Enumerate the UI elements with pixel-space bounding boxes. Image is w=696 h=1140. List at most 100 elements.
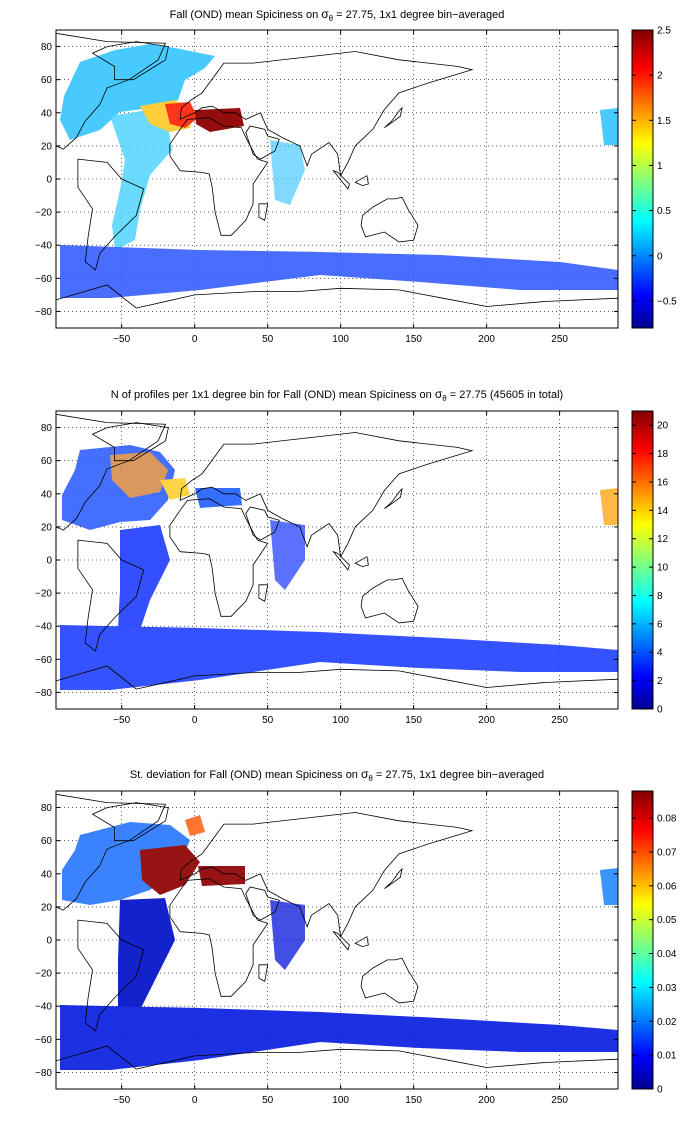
map-area: [56, 791, 618, 1089]
coastline: [245, 125, 280, 160]
coastline: [360, 577, 419, 624]
colorbar-tick-label: 1: [657, 161, 663, 172]
colorbar-tick-label: 2.5: [657, 26, 671, 37]
colorbar-tick-label: 10: [657, 563, 669, 574]
coastline: [354, 556, 369, 568]
coastline: [56, 413, 167, 531]
x-tick-label: 200: [478, 1095, 495, 1106]
x-tick-label: 100: [332, 1095, 349, 1106]
colorbar-tick-label: 0.5: [657, 206, 671, 217]
coastline: [360, 196, 419, 243]
coastline: [258, 203, 269, 222]
coastline: [384, 867, 403, 890]
coastline: [354, 175, 369, 187]
coastline: [77, 158, 145, 271]
colorbar-tick-label: 14: [657, 506, 669, 517]
colorbar-tick-label: 0: [657, 251, 663, 262]
colorbar-tick-label: 1.5: [657, 116, 671, 127]
x-tick-label: 100: [332, 715, 349, 726]
colorbar: [631, 29, 654, 329]
colorbar-tick-label: 0.04: [657, 949, 677, 960]
colorbar-tick-label: 0.08: [657, 814, 677, 825]
x-tick-label: 0: [192, 334, 198, 345]
coastline: [56, 32, 167, 150]
coastlines: [56, 413, 618, 709]
coastline: [332, 169, 350, 190]
colorbar-tick-label: 0.07: [657, 847, 677, 858]
colorbar-tick-label: 0.06: [657, 881, 677, 892]
coastline: [332, 930, 350, 951]
colorbar-ticks: 2.5 2 1.5 1 0.5 0 −0.5: [632, 26, 677, 307]
y-tick-label: −60: [35, 1035, 52, 1046]
x-tick-label: −50: [113, 1095, 130, 1106]
panel-std: St. deviation for Fall (OND) mean Spicin…: [35, 767, 677, 1106]
coastline: [179, 432, 474, 558]
colorbar: [631, 790, 654, 1090]
colorbar-tick-label: 16: [657, 477, 669, 488]
y-tick-label: 80: [41, 803, 53, 814]
x-tick-label: 150: [405, 1095, 422, 1106]
colorbar: [631, 410, 654, 710]
y-tick-label: 40: [41, 869, 53, 880]
y-tick-label: −80: [35, 688, 52, 699]
coastline: [56, 1045, 618, 1089]
y-tick-label: −20: [35, 969, 52, 980]
coastline: [77, 539, 145, 652]
data-field-std: [60, 815, 618, 1070]
colorbar-tick-label: 0.05: [657, 915, 677, 926]
coastline: [56, 284, 618, 328]
x-axis-ticks: −50 0 50 100 150 200 250: [113, 30, 568, 345]
coastline: [384, 106, 403, 129]
y-tick-label: −80: [35, 1068, 52, 1079]
colorbar-tick-label: 2: [657, 71, 663, 82]
colorbar-tick-label: 0: [657, 705, 663, 716]
colorbar-tick-label: −0.5: [657, 296, 677, 307]
panel-count: N of profiles per 1x1 degree bin for Fal…: [35, 387, 669, 726]
colorbar-tick-label: 20: [657, 421, 669, 432]
coastline: [258, 964, 269, 983]
colorbar-tick-label: 12: [657, 534, 669, 545]
x-axis-ticks: −50 0 50 100 150 200 250: [113, 791, 568, 1106]
coastline: [91, 802, 169, 842]
x-tick-label: −50: [113, 715, 130, 726]
coastline: [77, 919, 145, 1032]
y-axis-ticks: 80 60 40 20 0 −20 −40 −60 −80: [35, 803, 618, 1079]
coastline: [56, 665, 618, 709]
coastline: [169, 117, 269, 236]
y-tick-label: 80: [41, 423, 53, 434]
coastline: [91, 422, 169, 462]
y-tick-label: 0: [46, 556, 52, 567]
y-tick-label: 0: [46, 936, 52, 947]
y-tick-label: −40: [35, 622, 52, 633]
coastlines: [56, 32, 618, 328]
coastline: [245, 886, 280, 921]
y-axis-ticks: 80 60 40 20 0 −20 −40 −60 −80: [35, 423, 618, 699]
panel-std-title: St. deviation for Fall (OND) mean Spicin…: [130, 767, 544, 783]
x-tick-label: 0: [192, 1095, 198, 1106]
x-tick-label: 200: [478, 334, 495, 345]
y-tick-label: 40: [41, 489, 53, 500]
y-tick-label: 20: [41, 141, 53, 152]
y-tick-label: 60: [41, 456, 53, 467]
colorbar-tick-label: 4: [657, 648, 663, 659]
y-tick-label: 20: [41, 902, 53, 913]
coastline: [56, 793, 167, 911]
coastline: [169, 878, 269, 997]
y-tick-label: 0: [46, 175, 52, 186]
coastline: [258, 584, 269, 603]
x-tick-label: 100: [332, 334, 349, 345]
map-area: [56, 411, 618, 709]
y-tick-label: 80: [41, 42, 53, 53]
coastline: [360, 957, 419, 1004]
coastline: [91, 41, 169, 81]
y-tick-label: 40: [41, 108, 53, 119]
y-axis-ticks: 80 60 40 20 0 −20 −40 −60 −80: [35, 42, 618, 318]
coastline: [384, 487, 403, 510]
x-tick-label: 0: [192, 715, 198, 726]
colorbar-tick-label: 0.03: [657, 983, 677, 994]
panel-count-title: N of profiles per 1x1 degree bin for Fal…: [111, 387, 563, 403]
x-tick-label: 250: [551, 334, 568, 345]
y-tick-label: −60: [35, 655, 52, 666]
